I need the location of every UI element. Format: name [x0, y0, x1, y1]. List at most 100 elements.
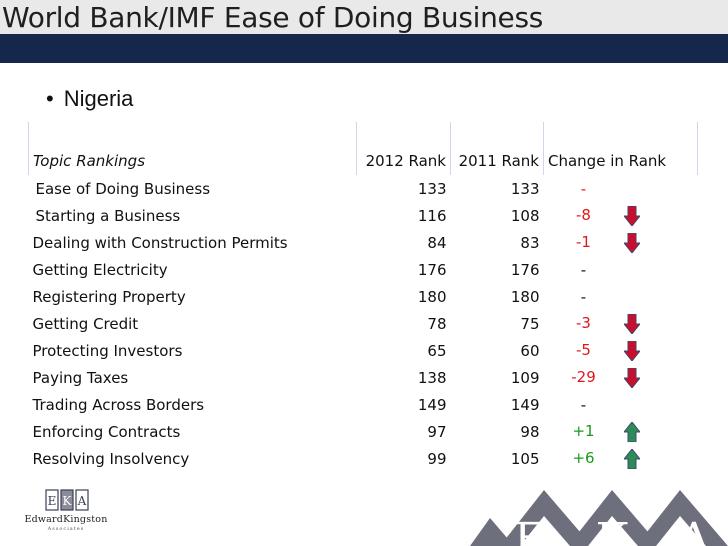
rank-2011-cell: 109	[510, 368, 540, 387]
change-value: -	[580, 260, 587, 279]
rank-2012-cell: 149	[417, 395, 447, 414]
table-row: Dealing with Construction Permits 84 83 -1	[29, 229, 698, 256]
logo-sub: Associates	[47, 526, 85, 532]
table-row: Protecting Investors 65 60 -5	[29, 337, 698, 364]
rank-2012-cell: 133	[417, 179, 447, 198]
change-cell: -29	[544, 364, 698, 391]
change-value: +1	[572, 422, 595, 440]
change-value: +6	[572, 449, 595, 467]
rank-2012-cell: 97	[427, 422, 447, 441]
table-row: Getting Credit 78 75 -3	[29, 310, 698, 337]
company-logo: E K A EdwardKingston Associates	[14, 488, 118, 540]
table-body: Ease of Doing Business 133 133 - Starting a …	[29, 175, 698, 472]
change-wrap: +1	[548, 422, 620, 440]
change-value: -	[580, 179, 587, 198]
rank-2011-cell: 133	[510, 179, 540, 198]
topic-cell: Getting Credit	[32, 314, 139, 333]
rank-2012-cell: 65	[427, 341, 447, 360]
logo-name: EdwardKingston	[24, 514, 108, 525]
table-row: Resolving Insolvency 99 105 +6	[29, 445, 698, 472]
topic-cell: Ease of Doing Business	[35, 179, 211, 198]
change-wrap: -5	[548, 341, 620, 359]
table-row: Enforcing Contracts 97 98 +1	[29, 418, 698, 445]
change-wrap: -29	[548, 368, 620, 386]
change-wrap: -1	[548, 233, 620, 251]
table-row: Ease of Doing Business 133 133 -	[29, 175, 698, 202]
change-cell: -8	[544, 202, 698, 229]
rankings-table: Topic Rankings 2012 Rank 2011 Rank Chang…	[28, 122, 698, 472]
rank-2012-cell: 84	[427, 233, 447, 252]
arrow-down-icon	[623, 340, 640, 361]
change-cell: -5	[544, 337, 698, 364]
change-wrap: -8	[548, 206, 620, 224]
rank-2011-cell: 98	[520, 422, 540, 441]
rank-2011-cell: 180	[510, 287, 540, 306]
header-topic: Topic Rankings	[28, 122, 357, 175]
arrow-up-icon	[623, 421, 640, 442]
change-wrap: +6	[548, 449, 620, 467]
table-row: Getting Electricity 176 176 -	[29, 256, 698, 283]
rank-2012-cell: 116	[417, 206, 447, 225]
header-change: Change in Rank	[543, 122, 698, 175]
watermark-letter-k: K	[596, 514, 630, 546]
arrow-up-icon	[623, 448, 640, 469]
rank-2012-cell: 78	[427, 314, 447, 333]
bullet-point: • Nigeria	[46, 86, 133, 112]
table-row: Paying Taxes 138 109 -29	[29, 364, 698, 391]
change-cell: -	[544, 175, 698, 202]
change-value: -	[580, 287, 587, 306]
change-cell: -3	[544, 310, 698, 337]
bullet-text: Nigeria	[63, 86, 134, 111]
header-band	[0, 34, 728, 63]
change-wrap: -	[548, 396, 620, 414]
change-cell: -1	[544, 229, 698, 256]
topic-cell: Getting Electricity	[32, 260, 168, 279]
rank-2011-cell: 176	[510, 260, 540, 279]
rank-2011-cell: 108	[510, 206, 540, 225]
arrow-down-icon	[623, 232, 640, 253]
arrow-down-icon	[623, 367, 640, 388]
rank-2011-cell: 105	[510, 449, 540, 468]
change-cell: -	[544, 283, 698, 310]
logo-letter-a: A	[77, 494, 87, 508]
change-value: -29	[571, 368, 596, 386]
title-bar: World Bank/IMF Ease of Doing Business	[0, 0, 728, 34]
rank-2012-cell: 180	[417, 287, 447, 306]
rank-2011-cell: 83	[520, 233, 540, 252]
header-2011: 2011 Rank	[450, 122, 544, 175]
arrow-down-icon	[623, 313, 640, 334]
change-cell: +1	[544, 418, 698, 445]
watermark-logo-icon: E K A	[470, 490, 728, 546]
arrow-down-icon	[623, 205, 640, 226]
rank-2011-cell: 149	[510, 395, 540, 414]
topic-cell: Resolving Insolvency	[32, 449, 190, 468]
topic-cell: Registering Property	[32, 287, 186, 306]
change-value: -1	[576, 233, 591, 251]
change-cell: -	[544, 256, 698, 283]
table-header-row: Topic Rankings 2012 Rank 2011 Rank Chang…	[28, 122, 698, 175]
topic-cell: Enforcing Contracts	[32, 422, 181, 441]
change-value: -	[580, 395, 587, 414]
change-wrap: -	[548, 180, 620, 198]
header-2012: 2012 Rank	[356, 122, 451, 175]
change-value: -8	[576, 206, 591, 224]
change-cell: -	[544, 391, 698, 418]
change-value: -3	[576, 314, 591, 332]
slide-title: World Bank/IMF Ease of Doing Business	[2, 1, 544, 34]
change-wrap: -	[548, 288, 620, 306]
table-row: Starting a Business 116 108 -8	[29, 202, 698, 229]
topic-cell: Dealing with Construction Permits	[32, 233, 288, 252]
watermark-letter-a: A	[677, 514, 711, 546]
logo-letter-k: K	[63, 494, 73, 508]
rank-2012-cell: 138	[417, 368, 447, 387]
logo-letter-e: E	[48, 494, 57, 508]
bullet-dot-icon: •	[46, 86, 54, 111]
change-wrap: -3	[548, 314, 620, 332]
topic-cell: Protecting Investors	[32, 341, 183, 360]
topic-cell: Trading Across Borders	[32, 395, 205, 414]
table-row: Trading Across Borders 149 149 -	[29, 391, 698, 418]
rank-2012-cell: 99	[427, 449, 447, 468]
logo-tiles-icon: E K A	[45, 489, 89, 511]
change-value: -5	[576, 341, 591, 359]
change-cell: +6	[544, 445, 698, 472]
